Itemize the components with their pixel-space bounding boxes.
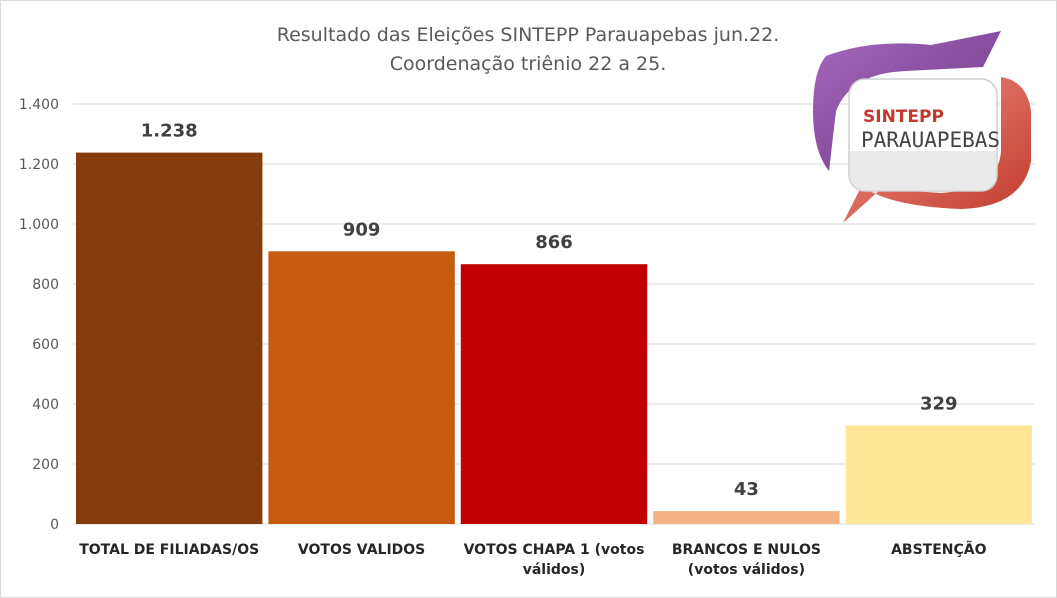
logo-line1: SINTEPP — [863, 107, 944, 127]
category-label: VOTOS VALIDOS — [298, 542, 425, 558]
data-label: 909 — [343, 219, 381, 240]
y-tick-label: 600 — [32, 337, 59, 353]
y-tick-label: 400 — [32, 397, 59, 413]
y-tick-label: 200 — [32, 457, 59, 473]
category-label: válidos) — [523, 562, 586, 578]
y-tick-label: 0 — [50, 517, 59, 533]
chart-title: Resultado das Eleições SINTEPP Parauapeb… — [277, 24, 780, 46]
category-label: BRANCOS E NULOS — [672, 542, 821, 558]
bar — [845, 425, 1032, 524]
category-label: TOTAL DE FILIADAS/OS — [79, 542, 259, 558]
logo-line2: PARAUAPEBAS — [861, 128, 1000, 152]
data-label: 1.238 — [141, 121, 198, 142]
bar — [76, 152, 263, 524]
bars — [76, 152, 1032, 525]
data-label: 329 — [920, 393, 958, 414]
logo-shadow — [849, 151, 997, 191]
data-label: 866 — [535, 232, 573, 253]
bar — [653, 511, 840, 524]
chart-subtitle: Coordenação triênio 22 a 25. — [390, 53, 667, 75]
y-axis-ticks: 0 200 400 600 800 1.000 1.200 1.400 — [19, 97, 59, 533]
bar — [268, 251, 455, 525]
category-label: VOTOS CHAPA 1 (votos — [464, 542, 645, 558]
category-labels: TOTAL DE FILIADAS/OS VOTOS VALIDOS VOTOS C… — [79, 541, 986, 578]
sintepp-logo: SINTEPP PARAUAPEBAS — [813, 31, 1031, 223]
y-tick-label: 1.200 — [19, 157, 59, 173]
category-label: ABSTENÇÃO — [891, 541, 987, 558]
y-tick-label: 1.400 — [19, 97, 59, 113]
data-labels: 1.238 909 866 43 329 — [141, 121, 958, 501]
data-label: 43 — [734, 479, 759, 500]
y-tick-label: 1.000 — [19, 217, 59, 233]
logo-purple-shape — [813, 31, 1001, 171]
category-label: (votos válidos) — [688, 562, 805, 578]
bar — [460, 264, 648, 524]
y-tick-label: 800 — [32, 277, 59, 293]
